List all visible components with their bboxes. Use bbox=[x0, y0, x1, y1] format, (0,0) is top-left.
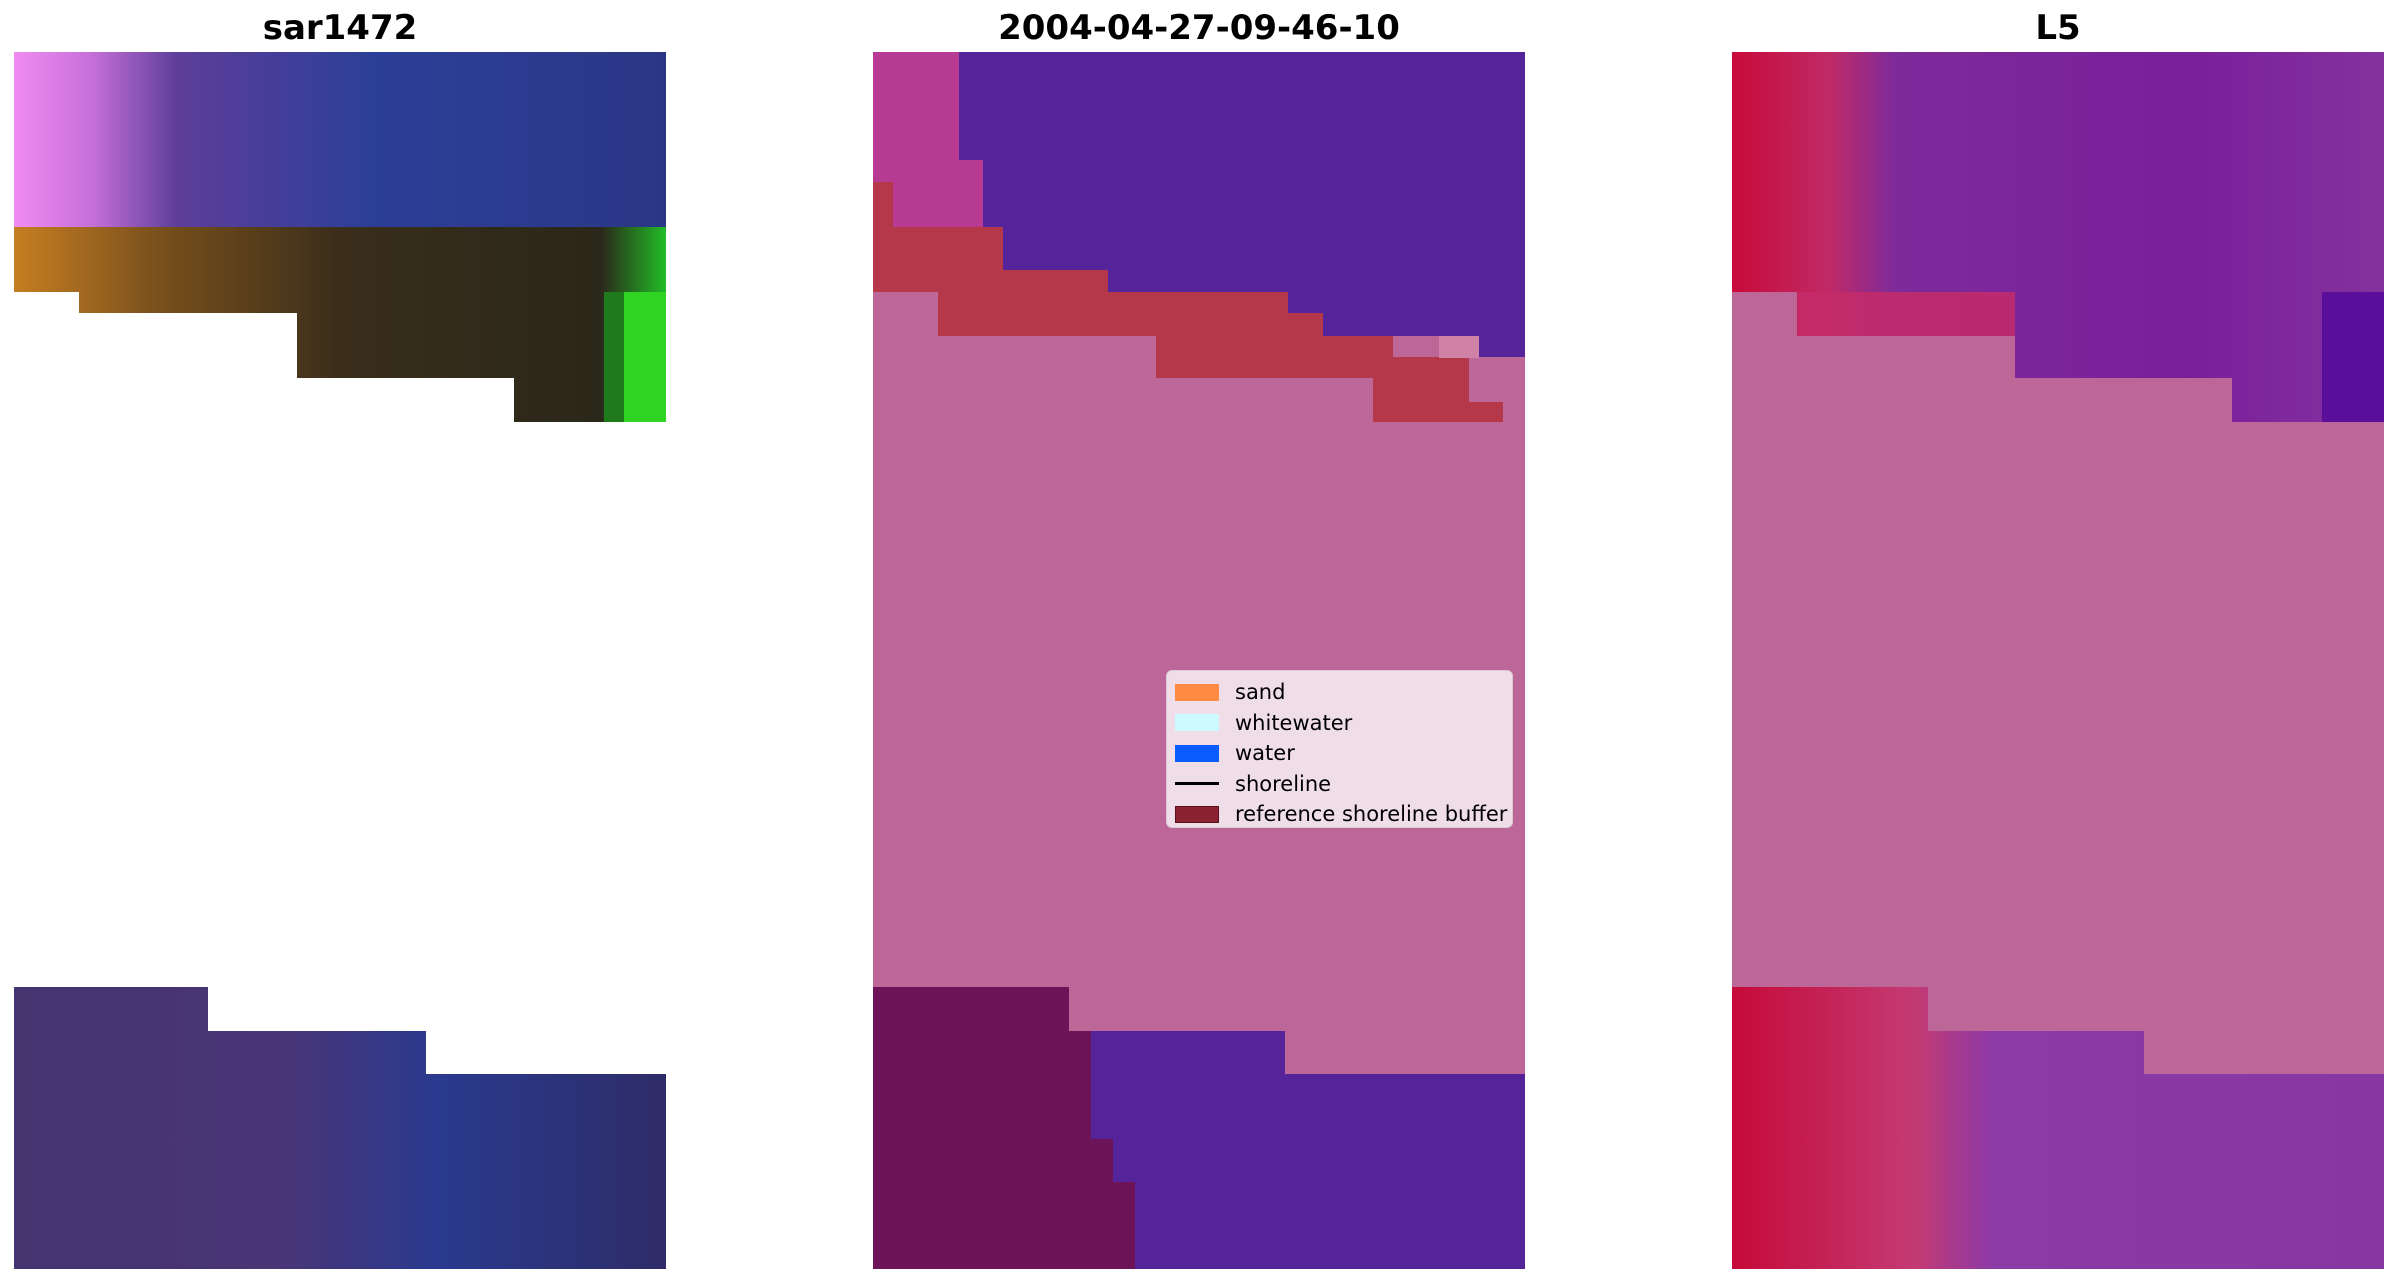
classified-image bbox=[873, 52, 1525, 1269]
class-darkmagenta-bottom bbox=[873, 987, 1135, 1269]
l5-image-panel bbox=[1732, 52, 2384, 1269]
l5-bottom-region bbox=[1732, 987, 2384, 1269]
legend-swatch-whitewater bbox=[1175, 714, 1219, 732]
class-magenta-top bbox=[873, 52, 983, 227]
sar-image-panel bbox=[14, 52, 666, 1269]
legend-label-whitewater: whitewater bbox=[1235, 710, 1353, 735]
legend-label-shoreline: shoreline bbox=[1235, 771, 1332, 796]
class-buffer-band bbox=[873, 182, 1503, 422]
legend-item-sand: sand bbox=[1175, 677, 1504, 708]
legend-label-buffer: reference shoreline buffer bbox=[1235, 802, 1508, 827]
sar-lower-region bbox=[14, 987, 666, 1269]
legend: sand whitewater water shoreline referenc… bbox=[1166, 670, 1513, 828]
sar-image bbox=[14, 52, 666, 1269]
legend-swatch-shoreline bbox=[1175, 782, 1219, 786]
class-water-top bbox=[959, 52, 1525, 357]
legend-swatch-water bbox=[1175, 744, 1219, 762]
legend-item-shoreline: shoreline bbox=[1175, 769, 1504, 800]
legend-label-water: water bbox=[1235, 741, 1295, 766]
sar-band-region bbox=[14, 227, 666, 422]
legend-item-whitewater: whitewater bbox=[1175, 708, 1504, 739]
panel-title-date: 2004-04-27-09-46-10 bbox=[998, 8, 1400, 48]
panel-title-sar: sar1472 bbox=[262, 8, 418, 48]
legend-swatch-sand bbox=[1175, 683, 1219, 701]
legend-item-buffer: reference shoreline buffer bbox=[1175, 799, 1508, 830]
panel-title-l5: L5 bbox=[2035, 8, 2081, 48]
legend-label-sand: sand bbox=[1235, 680, 1286, 705]
classified-image-panel bbox=[873, 52, 1525, 1269]
class-water-bottom bbox=[1091, 1031, 1525, 1269]
legend-swatch-buffer bbox=[1175, 805, 1219, 823]
l5-image bbox=[1732, 52, 2384, 1269]
legend-item-water: water bbox=[1175, 738, 1504, 769]
